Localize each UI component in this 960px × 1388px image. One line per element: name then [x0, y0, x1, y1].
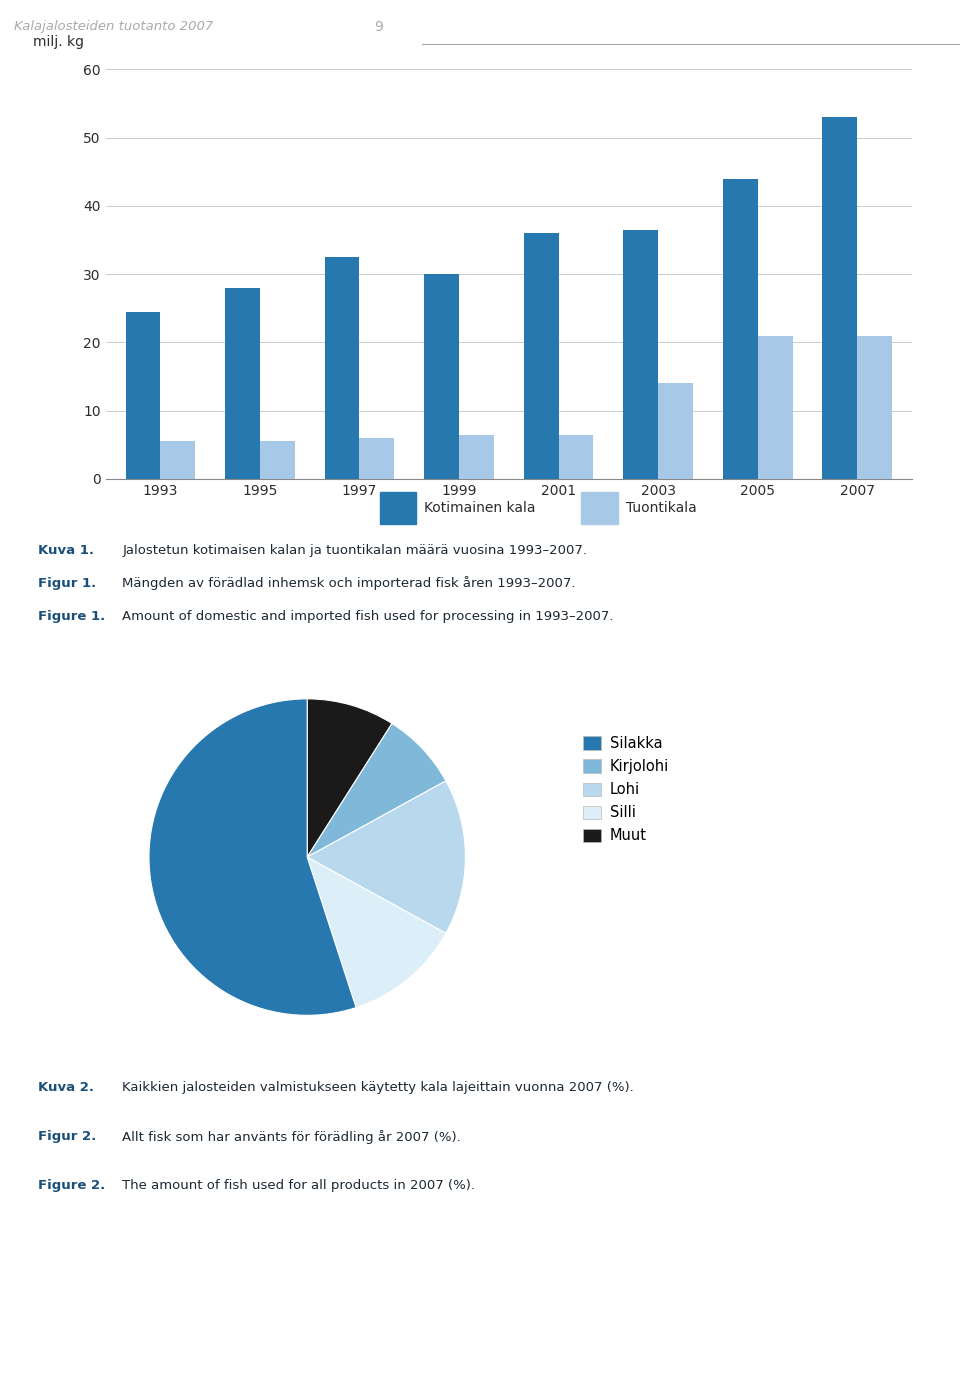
- Text: Kalajalosteiden tuotanto 2007: Kalajalosteiden tuotanto 2007: [14, 21, 214, 33]
- Text: Jalostetun kotimaisen kalan ja tuontikalan määrä vuosina 1993–2007.: Jalostetun kotimaisen kalan ja tuontikal…: [122, 544, 588, 557]
- Bar: [623, 230, 659, 479]
- Bar: [126, 312, 160, 479]
- Wedge shape: [307, 723, 445, 858]
- Bar: [225, 287, 260, 479]
- Bar: [823, 117, 857, 479]
- Bar: [459, 434, 493, 479]
- Text: Kuva 1.: Kuva 1.: [38, 544, 94, 557]
- Text: Amount of domestic and imported fish used for processing in 1993–2007.: Amount of domestic and imported fish use…: [122, 611, 613, 623]
- Bar: [359, 439, 395, 479]
- Bar: [659, 383, 693, 479]
- Text: Figure 1.: Figure 1.: [38, 611, 106, 623]
- Text: Figur 1.: Figur 1.: [38, 576, 97, 590]
- Text: Mängden av förädlad inhemsk och importerad fisk åren 1993–2007.: Mängden av förädlad inhemsk och importer…: [122, 576, 576, 590]
- Bar: [857, 336, 892, 479]
- Text: Figur 2.: Figur 2.: [38, 1130, 97, 1142]
- Text: Kaikkien jalosteiden valmistukseen käytetty kala lajeittain vuonna 2007 (%).: Kaikkien jalosteiden valmistukseen käyte…: [122, 1081, 634, 1094]
- Bar: [380, 493, 416, 523]
- Text: 9: 9: [374, 19, 383, 33]
- Legend: Silakka, Kirjolohi, Lohi, Silli, Muut: Silakka, Kirjolohi, Lohi, Silli, Muut: [584, 736, 669, 843]
- Wedge shape: [307, 700, 392, 858]
- Text: Kotimainen kala: Kotimainen kala: [424, 501, 536, 515]
- Text: Kuva 2.: Kuva 2.: [38, 1081, 94, 1094]
- Text: Allt fisk som har använts för förädling år 2007 (%).: Allt fisk som har använts för förädling …: [122, 1130, 461, 1144]
- Bar: [582, 493, 617, 523]
- Wedge shape: [307, 781, 466, 933]
- Text: milj. kg: milj. kg: [33, 35, 84, 49]
- Text: Tuontikala: Tuontikala: [626, 501, 696, 515]
- Bar: [324, 257, 359, 479]
- Bar: [757, 336, 793, 479]
- Wedge shape: [307, 858, 445, 1008]
- Bar: [260, 441, 295, 479]
- Bar: [723, 179, 757, 479]
- Bar: [160, 441, 195, 479]
- Bar: [524, 233, 559, 479]
- Text: Figure 2.: Figure 2.: [38, 1178, 106, 1192]
- Text: The amount of fish used for all products in 2007 (%).: The amount of fish used for all products…: [122, 1178, 475, 1192]
- Bar: [559, 434, 593, 479]
- Wedge shape: [149, 700, 356, 1015]
- Bar: [424, 275, 459, 479]
